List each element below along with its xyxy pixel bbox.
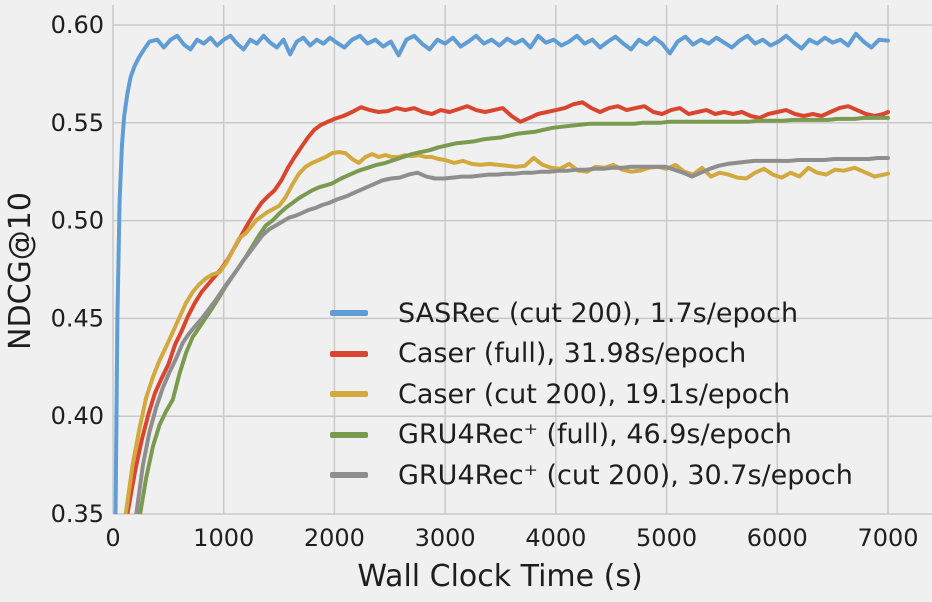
x-tick-label: 7000 [857, 524, 918, 552]
y-tick-label: 0.40 [51, 402, 104, 430]
legend-line-swatch [330, 391, 368, 398]
y-axis-label: NDCG@10 [3, 192, 38, 350]
x-tick-label: 1000 [193, 524, 254, 552]
legend-item: Caser (full), 31.98s/epoch [330, 334, 853, 375]
x-tick-label: 2000 [304, 524, 365, 552]
series-line-sasrec-cut200 [113, 31, 890, 514]
legend-label: Caser (cut 200), 19.1s/epoch [398, 378, 791, 410]
legend-label: GRU4Rec⁺ (full), 46.9s/epoch [398, 419, 792, 451]
legend-line-swatch [330, 472, 368, 479]
legend-label: Caser (full), 31.98s/epoch [398, 338, 747, 370]
series-line-gru4rec-cut200 [134, 156, 890, 514]
legend-item: SASRec (cut 200), 1.7s/epoch [330, 293, 853, 334]
x-tick-label: 0 [105, 524, 120, 552]
legend-label: SASRec (cut 200), 1.7s/epoch [398, 297, 799, 329]
y-tick-label: 0.35 [51, 500, 104, 528]
y-tick-label: 0.60 [51, 11, 104, 39]
legend-line-swatch [330, 310, 368, 317]
x-axis-label: Wall Clock Time (s) [357, 559, 643, 594]
legend-line-swatch [330, 350, 368, 357]
x-tick-label: 5000 [636, 524, 697, 552]
legend: SASRec (cut 200), 1.7s/epoch Caser (full… [330, 293, 853, 496]
x-tick-label: 4000 [525, 524, 586, 552]
y-tick-label: 0.50 [51, 207, 104, 235]
x-tick-label: 6000 [747, 524, 808, 552]
x-tick-label: 3000 [415, 524, 476, 552]
legend-label: GRU4Rec⁺ (cut 200), 30.7s/epoch [398, 459, 853, 491]
legend-item: Caser (cut 200), 19.1s/epoch [330, 374, 853, 415]
legend-item: GRU4Rec⁺ (cut 200), 30.7s/epoch [330, 455, 853, 496]
legend-line-swatch [330, 431, 368, 438]
y-tick-label: 0.55 [51, 109, 104, 137]
legend-item: GRU4Rec⁺ (full), 46.9s/epoch [330, 415, 853, 456]
series-line-caser-cut200 [123, 150, 890, 514]
y-tick-label: 0.45 [51, 304, 104, 332]
